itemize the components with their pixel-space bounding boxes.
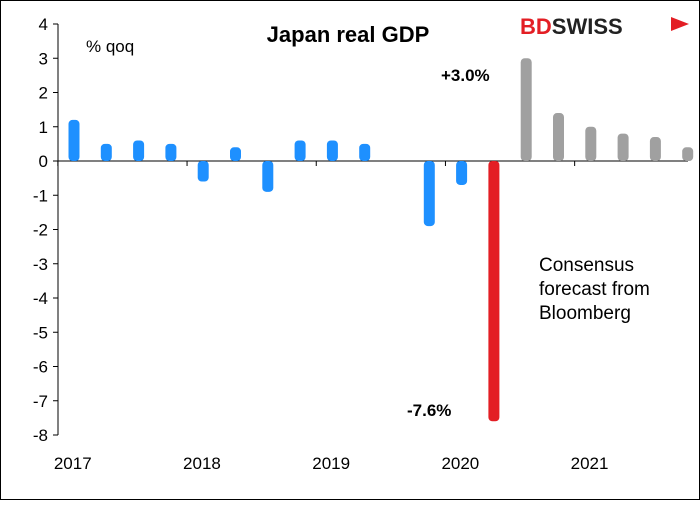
bar-2018q2: [230, 147, 241, 161]
bar-2020q1: [456, 161, 468, 185]
bar-2017q2: [100, 143, 112, 161]
bar-2021q4: [682, 147, 694, 161]
y-tick-label: -8: [33, 426, 48, 445]
bar-2019q4: [423, 161, 435, 227]
forecast-note-line-3: Bloomberg: [539, 303, 631, 324]
y-axis-unit-label: % qoq: [86, 37, 134, 56]
bar-2020q4: [553, 113, 564, 161]
bar-2017q1: [68, 119, 80, 161]
bar-2018q4: [294, 140, 306, 161]
bar-2019q2: [359, 143, 371, 161]
bar-2021q3: [649, 137, 661, 161]
y-tick-label: 1: [39, 118, 48, 137]
bar-2017q4: [165, 143, 177, 161]
x-tick-label: 2017: [54, 454, 92, 473]
y-tick-label: 0: [39, 152, 48, 171]
x-tick-label: 2021: [571, 454, 609, 473]
x-tick-label: 2019: [312, 454, 350, 473]
bar-2019q1: [326, 140, 338, 161]
brand-logo-swiss: SWISS: [552, 14, 623, 39]
forecast-note-line-2: forecast from: [539, 279, 650, 300]
actual-value-label: -7.6%: [407, 401, 451, 420]
y-tick-label: 3: [39, 49, 48, 68]
brand-arrow-icon: [671, 17, 689, 31]
bar-2020q3: [520, 58, 532, 161]
bar-2021q2: [617, 133, 629, 161]
brand-logo-bd: BD: [520, 14, 552, 39]
y-tick-label: -2: [33, 221, 48, 240]
brand-logo: BDSWISS: [520, 14, 689, 39]
x-tick-label: 2018: [183, 454, 221, 473]
y-tick-label: 2: [39, 84, 48, 103]
bar-2017q3: [133, 140, 145, 161]
bar-2020q2: [488, 161, 500, 422]
y-tick-label: -3: [33, 255, 48, 274]
forecast-note-line-1: Consensus: [539, 255, 634, 276]
y-tick-label: -5: [33, 323, 48, 342]
y-tick-label: -6: [33, 358, 48, 377]
chart-title: Japan real GDP: [267, 22, 430, 47]
forecast-value-label: +3.0%: [441, 66, 490, 85]
x-tick-label: 2020: [441, 454, 479, 473]
axis-layer: 4 3 2 1 0 -1 -2 -3 -4 -5 -6 -7 -8 2017 2018 2019 2020 202…: [33, 15, 688, 473]
svg-text:BDSWISS: BDSWISS: [520, 14, 623, 39]
bar-2018q1: [197, 161, 209, 182]
bar-layer: [68, 58, 694, 422]
bar-2021q1: [585, 126, 597, 161]
y-tick-label: -7: [33, 392, 48, 411]
y-tick-label: 4: [39, 15, 48, 34]
y-tick-label: -1: [33, 186, 48, 205]
y-tick-label: -4: [33, 289, 48, 308]
bar-2018q3: [262, 161, 274, 192]
